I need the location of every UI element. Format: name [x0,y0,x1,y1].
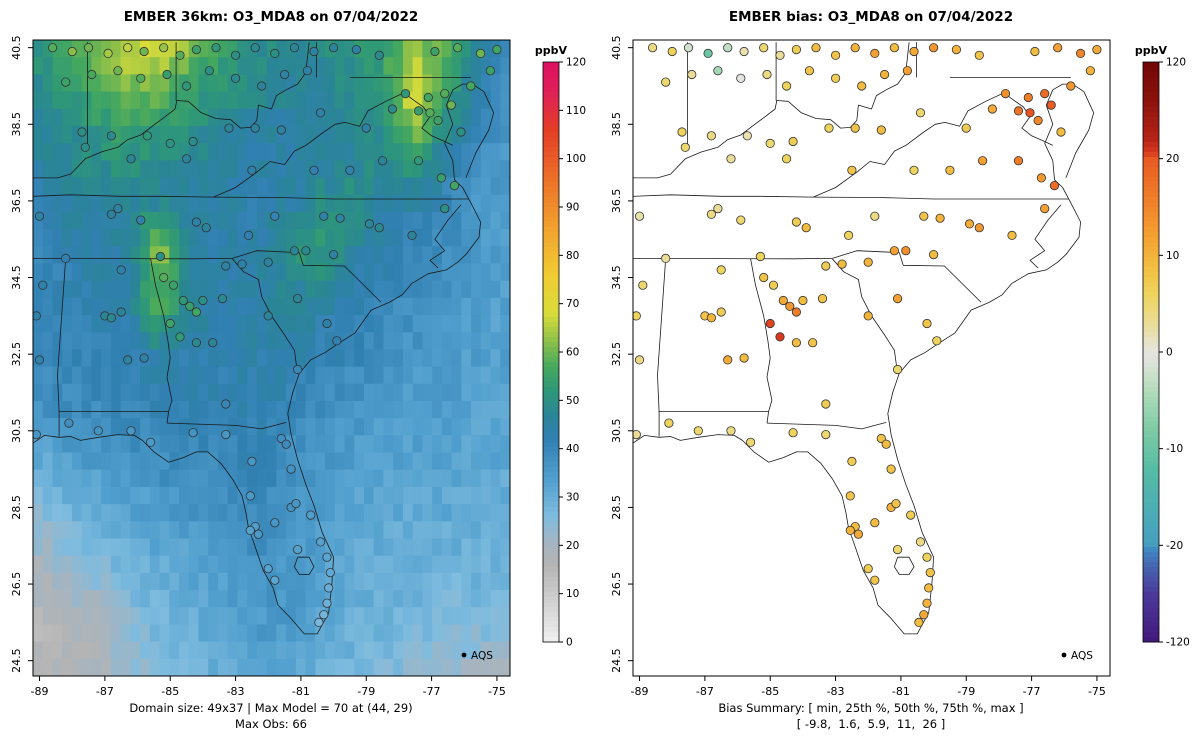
svg-text:0: 0 [566,637,573,649]
svg-text:40.5: 40.5 [10,35,23,60]
svg-text:34.5: 34.5 [10,265,23,290]
svg-text:28.5: 28.5 [10,495,23,520]
svg-text:90: 90 [566,202,579,214]
model-raster [33,40,510,676]
svg-text:28.5: 28.5 [610,495,623,520]
svg-text:-83: -83 [227,685,245,698]
svg-text:-87: -87 [696,685,714,698]
svg-text:10: 10 [566,588,579,600]
svg-text:26.5: 26.5 [610,572,623,597]
svg-text:-77: -77 [1023,685,1041,698]
svg-text:-83: -83 [827,685,845,698]
aqs-legend-label: AQS [471,650,493,662]
aqs-legend-dot-icon [1061,652,1067,658]
svg-text:40.5: 40.5 [610,35,623,60]
svg-text:20: 20 [566,540,579,552]
state-boundaries [633,42,1095,635]
svg-text:32.5: 32.5 [610,342,623,367]
svg-text:10: 10 [1166,250,1179,262]
panel-title: EMBER 36km: O3_MDA8 on 07/04/2022 [124,9,419,25]
svg-text:60: 60 [566,347,579,359]
aqs-legend: AQS [461,650,493,662]
svg-text:120: 120 [566,57,586,69]
colorbar: 0 10 20 30 40 50 60 70 80 90 100 110 120 [542,57,586,649]
svg-text:20: 20 [1166,153,1179,165]
svg-text:34.5: 34.5 [610,265,623,290]
svg-text:-89: -89 [631,685,649,698]
svg-text:-20: -20 [1166,540,1183,552]
svg-text:36.5: 36.5 [610,189,623,214]
svg-text:100: 100 [566,153,586,165]
svg-text:38.5: 38.5 [10,112,23,137]
plot-border [632,39,1111,677]
svg-text:-77: -77 [423,685,441,698]
svg-text:-81: -81 [892,685,910,698]
svg-text:-81: -81 [292,685,310,698]
svg-text:-89: -89 [31,685,49,698]
svg-text:120: 120 [1166,57,1186,69]
svg-text:-75: -75 [488,685,506,698]
svg-text:-79: -79 [957,685,975,698]
caption-max-obs: Max Obs: 66 [235,717,307,731]
aqs-station-dots [633,43,1102,628]
svg-text:38.5: 38.5 [610,112,623,137]
caption-domain-size: Domain size: 49x37 | Max Model = 70 at (… [129,701,412,715]
aqs-station-dots [33,43,502,628]
svg-text:32.5: 32.5 [10,342,23,367]
svg-text:80: 80 [566,250,579,262]
colorbar-unit-label: ppbV [1135,44,1168,57]
svg-text:-87: -87 [96,685,114,698]
svg-text:24.5: 24.5 [610,648,623,673]
svg-text:36.5: 36.5 [10,189,23,214]
svg-text:26.5: 26.5 [10,572,23,597]
svg-text:50: 50 [566,395,579,407]
aqs-legend-label: AQS [1071,650,1093,662]
svg-text:-75: -75 [1088,685,1106,698]
aqs-legend-dot-icon [461,652,467,658]
svg-text:0: 0 [1166,347,1173,359]
svg-text:30.5: 30.5 [10,419,23,444]
caption-bias-summary-label: Bias Summary: [ min, 25th %, 50th %, 75t… [718,701,1023,715]
svg-text:40: 40 [566,443,579,455]
caption-bias-summary-values: [ -9.8, 1.6, 5.9, 11, 26 ] [797,717,945,731]
aqs-legend: AQS [1061,650,1093,662]
colorbar-unit-label: ppbV [535,44,568,57]
axes: -89 -87 -85 -83 -81 -79 -77 -75 24.5 26.5 28.5 30.5… [610,35,1106,698]
svg-text:-120: -120 [1166,637,1190,649]
svg-text:-85: -85 [161,685,179,698]
svg-text:-10: -10 [1166,443,1183,455]
svg-text:24.5: 24.5 [10,648,23,673]
plot-border [32,39,511,677]
axes: -89 -87 -85 -83 -81 -79 -77 -75 24.5 26.5 28.5 30.5… [10,35,506,698]
svg-text:30: 30 [566,492,579,504]
panel-title: EMBER bias: O3_MDA8 on 07/04/2022 [729,9,1013,25]
svg-text:30.5: 30.5 [610,419,623,444]
model-map-panel: -89 -87 -85 -83 -81 -79 -77 -75 24.5 26.5 28.5 30.5… [10,9,586,731]
svg-text:-79: -79 [357,685,375,698]
svg-text:-85: -85 [761,685,779,698]
colorbar: 120 20 10 0 -10 -20 -120 [1142,57,1190,649]
state-boundaries [33,42,495,635]
bias-map-panel: -89 -87 -85 -83 -81 -79 -77 -75 24.5 26.5 28.5 30.5… [610,9,1190,731]
svg-text:110: 110 [566,105,586,117]
svg-text:70: 70 [566,298,579,310]
